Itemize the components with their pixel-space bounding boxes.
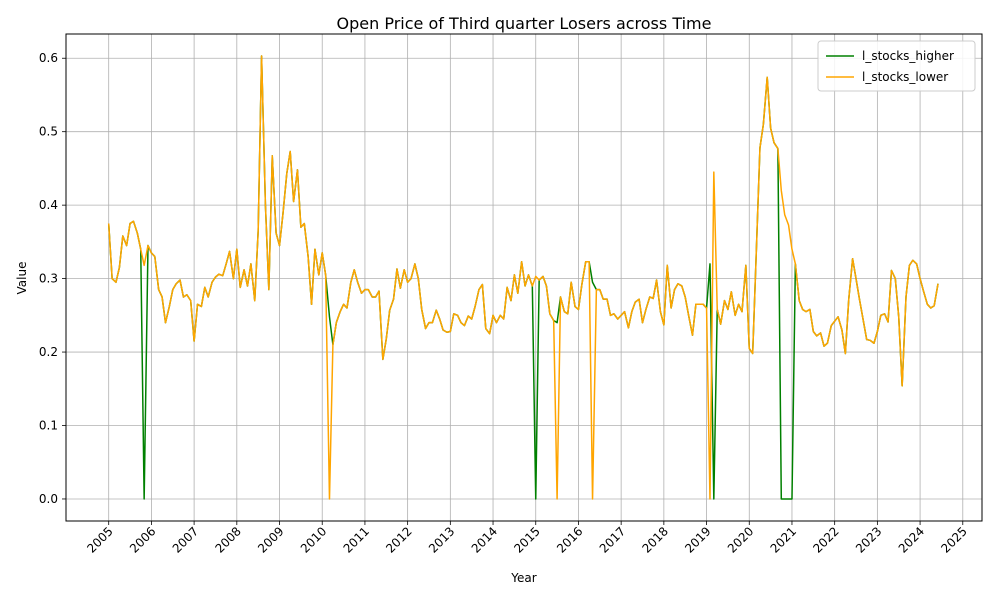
y-tick-label: 0.5 — [39, 125, 58, 139]
series-layer — [107, 55, 939, 500]
series-line-l-stocks-lower — [107, 55, 939, 500]
y-axis: 0.0 0.1 0.2 0.3 0.4 0.5 0.6 — [39, 51, 66, 506]
legend-box — [817, 40, 976, 92]
legend-label-l-stocks-lower: l_stocks_lower — [862, 70, 948, 84]
legend: l_stocks_higher l_stocks_lower — [817, 40, 976, 92]
plot-frame — [65, 33, 983, 522]
legend-label-l-stocks-higher: l_stocks_higher — [862, 49, 954, 63]
chart-title: Open Price of Third quarter Losers acros… — [337, 14, 712, 33]
y-axis-title: Value — [15, 262, 29, 295]
y-tick-label: 0.6 — [39, 51, 58, 65]
y-gridlines — [66, 57, 982, 500]
y-tick-label: 0.3 — [39, 272, 58, 286]
y-tick-label: 0.1 — [39, 419, 58, 433]
x-axis-title: Year — [510, 571, 536, 585]
y-tick-label: 0.4 — [39, 198, 58, 212]
y-tick-label: 0.2 — [39, 345, 58, 359]
y-tick-label: 0.0 — [39, 492, 58, 506]
